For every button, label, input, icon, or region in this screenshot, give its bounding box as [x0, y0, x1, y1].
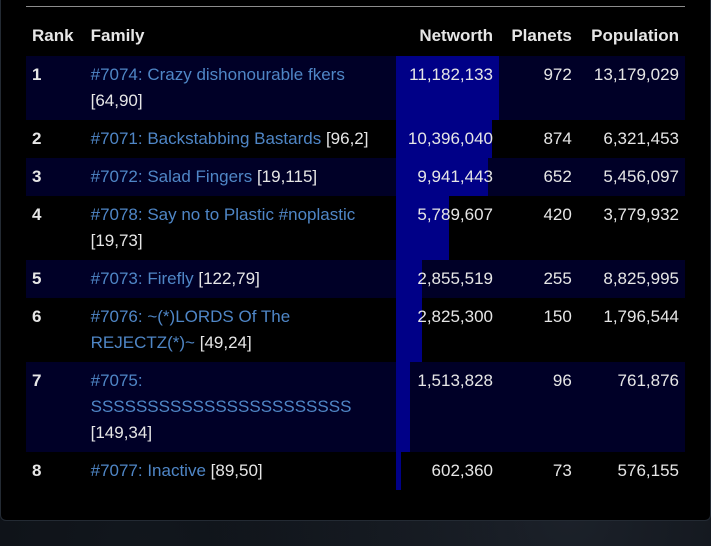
rank-cell: 7 — [26, 362, 85, 452]
networth-value: 11,182,133 — [409, 65, 493, 84]
networth-cell: 2,855,519 — [395, 260, 499, 298]
family-cell: #7071: Backstabbing Bastards [96,2] — [84, 120, 396, 158]
networth-bar — [395, 362, 410, 452]
networth-value: 1,513,828 — [417, 371, 493, 390]
table-row: 6 #7076: ~(*)LORDS Of The REJECTZ(*)~ [49… — [26, 298, 685, 362]
planets-cell: 874 — [499, 120, 578, 158]
table-row: 8 #7077: Inactive [89,50] 602,360 73 576,155 — [26, 452, 685, 490]
networth-cell: 5,789,607 — [395, 196, 499, 260]
population-cell: 3,779,932 — [577, 196, 685, 260]
population-cell: 6,321,453 — [577, 120, 685, 158]
table-row: 2 #7071: Backstabbing Bastards [96,2] 10,3… — [26, 120, 685, 158]
header-population[interactable]: Population — [591, 26, 679, 45]
networth-cell: 11,182,133 — [395, 56, 499, 120]
networth-cell: 9,941,443 — [395, 158, 499, 196]
rank-cell: 6 — [26, 298, 85, 362]
rank-cell: 8 — [26, 452, 85, 490]
table-row: 3 #7072: Salad Fingers [19,115] 9,941,443 6… — [26, 158, 685, 196]
rank-cell: 5 — [26, 260, 85, 298]
family-link[interactable]: #7078: Say no to Plastic #noplastic — [90, 205, 356, 224]
family-coordinates: [64,90] — [90, 91, 143, 110]
family-cell: #7077: Inactive [89,50] — [84, 452, 396, 490]
networth-value: 2,825,300 — [417, 307, 493, 326]
population-cell: 8,825,995 — [577, 260, 685, 298]
family-coordinates: [49,24] — [199, 333, 252, 352]
networth-value: 2,855,519 — [417, 269, 493, 288]
rank-cell: 3 — [26, 158, 85, 196]
rank-cell: 1 — [26, 56, 85, 120]
planets-cell: 255 — [499, 260, 578, 298]
planets-cell: 73 — [499, 452, 578, 490]
family-rankings-table: Rank Family Networth Planets Population … — [26, 19, 685, 490]
header-rank[interactable]: Rank — [32, 26, 74, 45]
family-cell: #7073: Firefly [122,79] — [84, 260, 396, 298]
table-row: 4 #7078: Say no to Plastic #noplastic [19… — [26, 196, 685, 260]
family-cell: #7072: Salad Fingers [19,115] — [84, 158, 396, 196]
population-cell: 576,155 — [577, 452, 685, 490]
population-cell: 5,456,097 — [577, 158, 685, 196]
networth-value: 602,360 — [431, 461, 493, 480]
family-coordinates: [19,73] — [90, 231, 143, 250]
planets-cell: 972 — [499, 56, 578, 120]
header-networth[interactable]: Networth — [419, 26, 493, 45]
family-link[interactable]: #7074: Crazy dishonourable fkers — [90, 65, 345, 84]
family-coordinates: [96,2] — [325, 129, 369, 148]
header-planets[interactable]: Planets — [511, 26, 572, 45]
planets-cell: 652 — [499, 158, 578, 196]
planets-cell: 96 — [499, 362, 578, 452]
family-link[interactable]: #7077: Inactive — [90, 461, 206, 480]
family-cell: #7075: SSSSSSSSSSSSSSSSSSSSSSS [149,34] — [84, 362, 396, 452]
table-row: 1 #7074: Crazy dishonourable fkers [64,90… — [26, 56, 685, 120]
networth-bar — [395, 158, 488, 196]
networth-value: 5,789,607 — [417, 205, 493, 224]
table-header-row: Rank Family Networth Planets Population — [26, 19, 685, 56]
networth-bar — [395, 56, 499, 120]
family-link[interactable]: #7073: Firefly — [90, 269, 194, 288]
header-family[interactable]: Family — [90, 26, 145, 45]
networth-value: 9,941,443 — [417, 167, 493, 186]
family-coordinates: [149,34] — [90, 423, 153, 442]
planets-cell: 420 — [499, 196, 578, 260]
family-link[interactable]: #7071: Backstabbing Bastards — [90, 129, 322, 148]
family-cell: #7076: ~(*)LORDS Of The REJECTZ(*)~ [49,… — [84, 298, 396, 362]
table-row: 7 #7075: SSSSSSSSSSSSSSSSSSSSSSS [149,34]… — [26, 362, 685, 452]
networth-bar — [395, 452, 402, 490]
networth-bar — [395, 260, 423, 298]
rank-cell: 2 — [26, 120, 85, 158]
divider — [26, 6, 685, 7]
population-cell: 1,796,544 — [577, 298, 685, 362]
planets-cell: 150 — [499, 298, 578, 362]
networth-cell: 1,513,828 — [395, 362, 499, 452]
rank-cell: 4 — [26, 196, 85, 260]
networth-cell: 2,825,300 — [395, 298, 499, 362]
family-coordinates: [19,115] — [256, 167, 318, 186]
networth-cell: 10,396,040 — [395, 120, 499, 158]
family-coordinates: [89,50] — [210, 461, 263, 480]
rankings-panel: Rank Family Networth Planets Population … — [0, 0, 711, 521]
family-link[interactable]: #7075: SSSSSSSSSSSSSSSSSSSSSSS — [90, 371, 352, 416]
family-cell: #7078: Say no to Plastic #noplastic [19,… — [84, 196, 396, 260]
networth-cell: 602,360 — [395, 452, 499, 490]
population-cell: 761,876 — [577, 362, 685, 452]
networth-bar — [395, 298, 422, 362]
networth-value: 10,396,040 — [407, 129, 493, 148]
family-link[interactable]: #7076: ~(*)LORDS Of The REJECTZ(*)~ — [90, 307, 291, 352]
family-link[interactable]: #7072: Salad Fingers — [90, 167, 253, 186]
population-cell: 13,179,029 — [577, 56, 685, 120]
table-row: 5 #7073: Firefly [122,79] 2,855,519 255 8,82… — [26, 260, 685, 298]
networth-bar — [395, 196, 450, 260]
networth-bar — [395, 120, 492, 158]
family-cell: #7074: Crazy dishonourable fkers [64,90] — [84, 56, 396, 120]
family-coordinates: [122,79] — [198, 269, 260, 288]
